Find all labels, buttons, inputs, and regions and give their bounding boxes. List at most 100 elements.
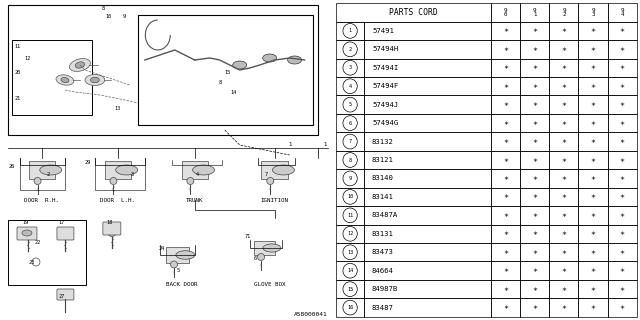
Bar (549, 169, 579, 188)
Bar (579, 77, 608, 95)
Bar (336, 59, 364, 77)
Bar (608, 132, 637, 151)
Text: ∗: ∗ (620, 137, 625, 146)
Bar (579, 280, 608, 298)
Bar (608, 151, 637, 169)
Text: 8: 8 (101, 5, 104, 11)
Text: 11: 11 (15, 44, 21, 50)
Bar (579, 261, 608, 280)
Text: ∗: ∗ (503, 63, 508, 72)
Bar (520, 261, 549, 280)
Text: ∗: ∗ (561, 45, 566, 54)
Text: ∗: ∗ (503, 156, 508, 164)
Bar (364, 59, 491, 77)
Bar (364, 151, 491, 169)
Text: 83141: 83141 (372, 194, 394, 200)
Bar (608, 243, 637, 261)
Bar (491, 206, 520, 225)
Bar (608, 188, 637, 206)
Bar (608, 206, 637, 225)
Bar (579, 59, 608, 77)
Bar (364, 243, 491, 261)
Text: ∗: ∗ (591, 119, 596, 128)
Bar (364, 132, 491, 151)
Ellipse shape (56, 75, 74, 85)
Bar (364, 188, 491, 206)
Circle shape (108, 228, 116, 236)
Bar (608, 77, 637, 95)
Text: ∗: ∗ (503, 211, 508, 220)
Ellipse shape (193, 165, 214, 175)
Text: ∗: ∗ (620, 303, 625, 312)
Text: ∗: ∗ (620, 63, 625, 72)
Bar (491, 225, 520, 243)
Text: 27: 27 (59, 293, 65, 299)
Text: ∗: ∗ (591, 266, 596, 275)
Bar (549, 298, 579, 317)
Text: PARTS CORD: PARTS CORD (389, 8, 438, 17)
Text: 17: 17 (59, 220, 65, 225)
Bar (608, 169, 637, 188)
Bar (608, 280, 637, 298)
Bar (336, 132, 364, 151)
Bar (364, 40, 491, 59)
Text: ∗: ∗ (532, 266, 537, 275)
Text: 57494G: 57494G (372, 120, 398, 126)
Bar (579, 114, 608, 132)
Text: ∗: ∗ (591, 284, 596, 294)
Text: 29: 29 (84, 161, 91, 165)
Bar (549, 280, 579, 298)
Ellipse shape (69, 59, 90, 71)
Text: 26: 26 (9, 164, 15, 170)
Bar (579, 243, 608, 261)
Circle shape (110, 178, 117, 185)
Bar (336, 40, 364, 59)
Text: 57494J: 57494J (372, 102, 398, 108)
Bar (549, 188, 579, 206)
Text: 83140: 83140 (372, 175, 394, 181)
Text: ∗: ∗ (591, 45, 596, 54)
Text: TRUNK: TRUNK (186, 197, 204, 203)
Text: 10: 10 (347, 194, 353, 199)
Text: ∗: ∗ (532, 248, 537, 257)
Text: 57494I: 57494I (372, 65, 398, 71)
Ellipse shape (40, 165, 61, 175)
Bar (579, 206, 608, 225)
Bar (520, 77, 549, 95)
Text: 10: 10 (106, 14, 112, 20)
Text: 4: 4 (196, 172, 199, 178)
Text: 23: 23 (29, 260, 35, 265)
Bar (549, 59, 579, 77)
Text: BACK DOOR: BACK DOOR (166, 283, 198, 287)
Bar (549, 3, 579, 22)
Bar (491, 22, 520, 40)
Text: ∗: ∗ (532, 137, 537, 146)
Text: 13: 13 (115, 106, 121, 110)
Text: 6: 6 (349, 121, 351, 126)
Bar (491, 59, 520, 77)
Bar (579, 151, 608, 169)
Text: DOOR  L.H.: DOOR L.H. (100, 197, 135, 203)
Circle shape (187, 178, 194, 185)
Text: ∗: ∗ (561, 303, 566, 312)
Text: ∗: ∗ (503, 266, 508, 275)
Bar (520, 132, 549, 151)
Bar (364, 261, 491, 280)
Text: ∗: ∗ (591, 63, 596, 72)
Text: 11: 11 (347, 213, 353, 218)
Text: 6: 6 (253, 255, 256, 260)
Bar (608, 59, 637, 77)
Text: 5: 5 (349, 102, 351, 107)
Bar (608, 40, 637, 59)
Text: ∗: ∗ (591, 303, 596, 312)
Text: 83132: 83132 (372, 139, 394, 145)
Bar (364, 206, 491, 225)
Text: 3: 3 (131, 172, 133, 178)
Text: 2: 2 (349, 47, 351, 52)
Bar (520, 298, 549, 317)
Bar (491, 188, 520, 206)
Bar (608, 225, 637, 243)
Text: ∗: ∗ (591, 156, 596, 164)
Text: ∗: ∗ (620, 156, 625, 164)
Bar (549, 22, 579, 40)
